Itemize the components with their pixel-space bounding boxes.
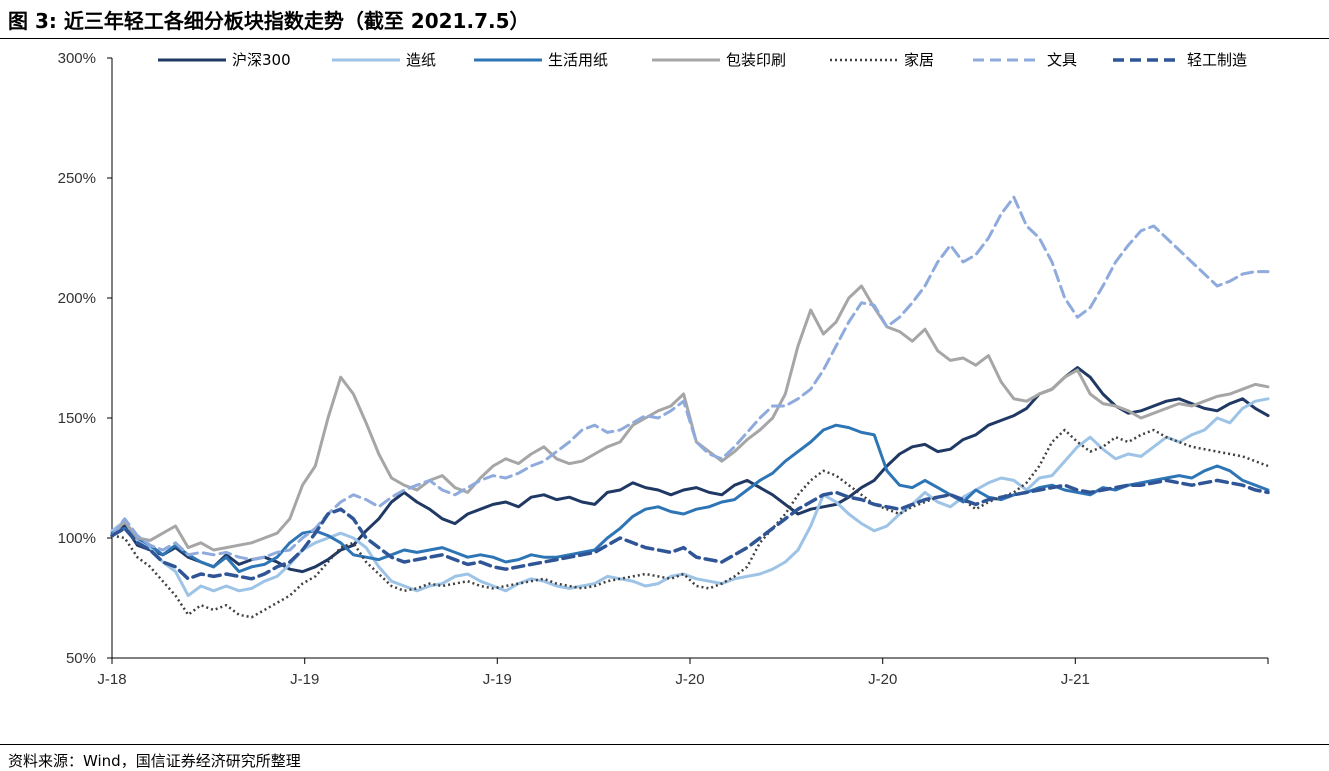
legend-label: 造纸 bbox=[406, 51, 436, 69]
series-lines bbox=[110, 195, 1270, 619]
legend-label: 生活用纸 bbox=[548, 51, 608, 69]
series-line-2 bbox=[110, 423, 1270, 574]
x-axis: J-18 J-19 J-19 J-20 J-20 J-21 bbox=[97, 657, 1269, 688]
series-line-5 bbox=[110, 195, 1270, 562]
figure-title: 图 3: 近三年轻工各细分板块指数走势（截至 2021.7.5） bbox=[8, 9, 530, 33]
line-chart: 50% 100% 150% 200% 250% 300% J-18 J-19 J-19 J-20… bbox=[58, 50, 1270, 688]
legend-label: 家居 bbox=[904, 51, 934, 69]
legend-label: 轻工制造 bbox=[1187, 51, 1247, 69]
x-tick-label: J-20 bbox=[868, 671, 897, 688]
legend-label: 沪深300 bbox=[232, 51, 291, 69]
source-note: 资料来源：Wind，国信证券经济研究所整理 bbox=[8, 752, 301, 770]
y-axis: 50% 100% 150% 200% 250% 300% bbox=[58, 50, 113, 667]
x-tick-label: J-20 bbox=[675, 671, 704, 688]
y-tick-label: 300% bbox=[58, 50, 96, 67]
y-tick-label: 50% bbox=[66, 650, 96, 667]
top-rule bbox=[0, 38, 1329, 39]
legend-label: 文具 bbox=[1047, 51, 1077, 69]
x-tick-label: J-21 bbox=[1061, 671, 1090, 688]
series-line-0 bbox=[110, 366, 1270, 574]
y-tick-label: 200% bbox=[58, 290, 96, 307]
series-line-6 bbox=[110, 478, 1270, 581]
legend: 沪深300 造纸 生活用纸 包装印刷 家居 文具 轻工制造 bbox=[158, 51, 1247, 69]
x-tick-label: J-19 bbox=[290, 671, 319, 688]
y-tick-label: 250% bbox=[58, 170, 96, 187]
y-tick-label: 150% bbox=[58, 410, 96, 427]
y-tick-label: 100% bbox=[58, 530, 96, 547]
series-line-4 bbox=[111, 428, 1269, 619]
bottom-rule bbox=[0, 744, 1329, 745]
legend-label: 包装印刷 bbox=[726, 51, 786, 69]
x-tick-label: J-19 bbox=[483, 671, 512, 688]
x-tick-label: J-18 bbox=[97, 671, 126, 688]
